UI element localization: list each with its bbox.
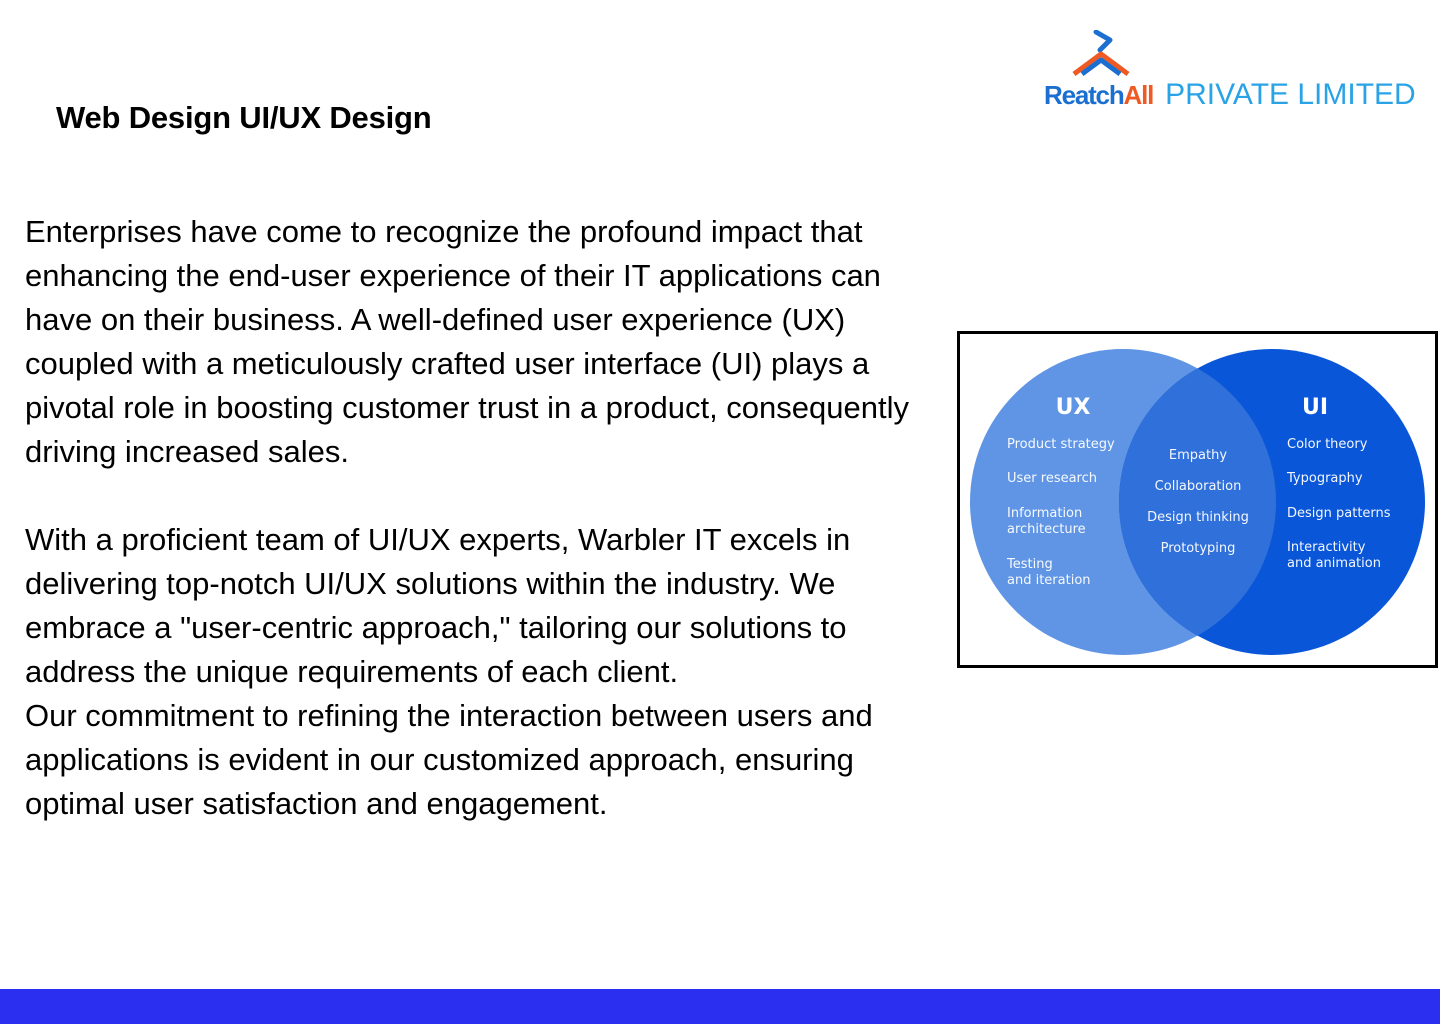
venn-ui-item-4: Interactivity and animation — [1287, 540, 1381, 571]
page-title: Web Design UI/UX Design — [56, 100, 432, 135]
venn-overlap-item-3: Design thinking — [1147, 510, 1249, 525]
venn-ux-item-3: Information architecture — [1007, 506, 1086, 537]
venn-ux-item-2: User research — [1007, 471, 1097, 486]
venn-ui-title: UI — [1302, 395, 1328, 420]
venn-ux-item-1: Product strategy — [1007, 437, 1115, 452]
venn-diagram-frame: UX UI Product strategy User research Inf… — [957, 331, 1438, 668]
venn-ux-item-4: Testing and iteration — [1006, 557, 1091, 588]
venn-ux-item-3-line-1: Information — [1007, 506, 1082, 521]
paragraph-1: Enterprises have come to recognize the p… — [25, 214, 909, 469]
logo-brand-part1: Reatch — [1044, 80, 1125, 110]
logo-tagline: PRIVATE LIMITED — [1165, 78, 1416, 111]
venn-ux-item-3-line-2: architecture — [1007, 522, 1086, 537]
venn-ui-item-4-line-1: Interactivity — [1287, 540, 1366, 555]
venn-ui-item-3: Design patterns — [1287, 506, 1391, 521]
venn-ui-item-2: Typography — [1286, 471, 1363, 486]
paragraph-3: Our commitment to refining the interacti… — [25, 698, 873, 821]
venn-overlap-item-1: Empathy — [1169, 448, 1227, 463]
venn-overlap — [1119, 349, 1276, 655]
venn-ux-item-4-line-2: and iteration — [1007, 573, 1091, 588]
logo-brand-part2: All — [1123, 80, 1155, 110]
paragraph-2: With a proficient team of UI/UX experts,… — [25, 522, 851, 689]
venn-ux-item-4-line-1: Testing — [1006, 557, 1053, 572]
venn-diagram: UX UI Product strategy User research Inf… — [970, 349, 1425, 655]
company-logo: ReatchAll PRIVATE LIMITED — [1044, 30, 1416, 115]
venn-ui-item-1: Color theory — [1287, 437, 1368, 452]
body-text: Enterprises have come to recognize the p… — [25, 210, 955, 826]
venn-overlap-item-2: Collaboration — [1155, 479, 1242, 494]
venn-overlap-item-4: Prototyping — [1161, 541, 1236, 556]
logo-brand: ReatchAll — [1044, 80, 1155, 110]
venn-ui-item-4-line-2: and animation — [1287, 556, 1381, 571]
logo-mark-icon — [1072, 30, 1130, 77]
footer-bar — [0, 989, 1440, 1024]
venn-ux-title: UX — [1056, 395, 1091, 420]
